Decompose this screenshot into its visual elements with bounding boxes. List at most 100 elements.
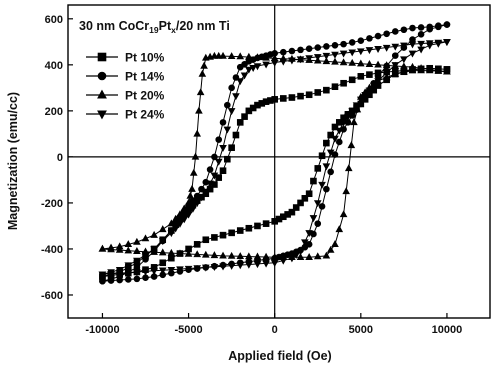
data-point [158, 248, 167, 256]
legend-label: Pt 20% [125, 89, 165, 103]
data-point [288, 208, 296, 216]
data-point [347, 141, 356, 149]
chart-title-sub1: 19 [149, 25, 159, 35]
data-point [245, 252, 253, 260]
data-point [296, 248, 305, 256]
data-point [219, 119, 227, 126]
legend-item: Pt 10% [86, 51, 165, 65]
data-point [254, 222, 261, 230]
data-point [133, 269, 141, 277]
data-point [331, 123, 339, 131]
data-point [292, 204, 300, 211]
data-point [313, 200, 322, 208]
data-point [365, 87, 374, 95]
data-point [280, 95, 287, 102]
data-point [141, 234, 150, 242]
data-point [210, 264, 219, 272]
data-point [227, 108, 236, 116]
data-point [366, 71, 373, 78]
data-point [331, 41, 339, 49]
data-point [202, 236, 210, 244]
data-point [142, 274, 149, 282]
data-point [133, 247, 141, 254]
data-point [323, 86, 330, 94]
data-point [98, 271, 107, 279]
data-point [201, 264, 210, 272]
data-point [184, 265, 193, 273]
data-point [253, 261, 262, 269]
data-point [314, 165, 322, 172]
data-point [305, 55, 313, 63]
data-point [335, 138, 343, 146]
data-point [133, 275, 141, 283]
data-point [201, 53, 210, 61]
data-point [224, 155, 231, 163]
data-point [318, 181, 326, 189]
data-point [301, 239, 309, 247]
data-point [279, 58, 288, 66]
data-point [180, 216, 189, 224]
data-point [408, 50, 417, 58]
x-axis-title: Applied field (Oe) [228, 349, 331, 363]
data-point [318, 152, 326, 160]
data-point [322, 251, 331, 259]
data-point [193, 241, 201, 248]
data-point [400, 26, 408, 34]
legend-item: Pt 24% [86, 108, 165, 122]
y-tick-label: 0 [57, 152, 63, 164]
data-point [443, 39, 451, 47]
data-point [198, 69, 207, 77]
data-point [323, 139, 330, 147]
data-point [262, 260, 270, 268]
legend: Pt 10% Pt 14% Pt 20% Pt 24% [86, 51, 165, 122]
data-point [417, 66, 425, 74]
data-point [357, 48, 365, 56]
data-point [339, 50, 348, 58]
data-point [133, 257, 141, 265]
data-point [176, 220, 184, 228]
data-point [270, 253, 279, 260]
data-point [115, 270, 124, 278]
data-point [310, 177, 317, 185]
data-point [342, 187, 350, 195]
chart-title-suffix: /20 nm Ti [176, 19, 230, 33]
data-point [236, 52, 245, 60]
data-point [305, 190, 313, 198]
data-point [305, 91, 313, 99]
data-point [158, 238, 167, 246]
data-point [391, 62, 400, 70]
data-point [253, 53, 262, 61]
data-point [339, 58, 348, 66]
data-point [331, 240, 339, 248]
data-point [348, 49, 357, 57]
data-point [262, 220, 270, 227]
data-point [215, 174, 223, 181]
x-tick-label: -5000 [175, 324, 203, 336]
data-point [369, 82, 378, 90]
data-point [171, 214, 180, 222]
data-point [184, 211, 193, 219]
data-point [227, 262, 236, 270]
data-point [167, 219, 176, 227]
data-point [158, 267, 167, 275]
data-point [211, 153, 218, 161]
data-point [318, 203, 326, 210]
data-point [150, 230, 158, 238]
data-point [200, 61, 208, 69]
data-point [219, 263, 227, 271]
data-point [426, 25, 434, 33]
data-point [228, 144, 235, 151]
chart-title-prefix: 30 nm CoCr [79, 19, 149, 33]
data-point [417, 24, 425, 31]
data-point [305, 253, 313, 260]
data-point [210, 172, 219, 180]
data-point [331, 57, 339, 65]
data-point [245, 52, 253, 60]
legend-label: Pt 24% [125, 108, 165, 122]
data-point [323, 43, 330, 50]
legend-item: Pt 14% [86, 70, 165, 84]
data-point [270, 59, 279, 67]
data-point [365, 60, 374, 67]
data-point [400, 56, 408, 64]
data-point [253, 252, 262, 260]
